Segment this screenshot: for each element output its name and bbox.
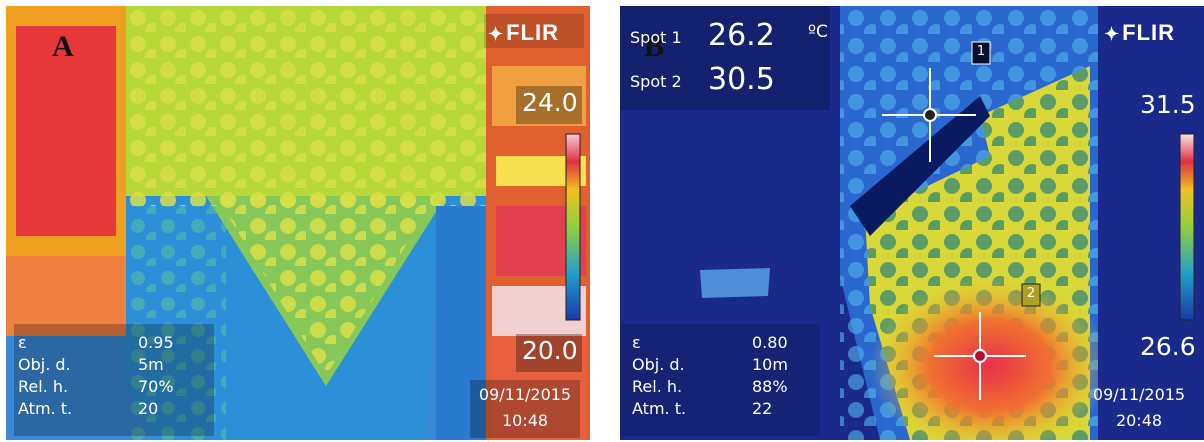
panel-letter-b: B	[644, 30, 665, 63]
spot-marker-1: 1	[976, 44, 986, 59]
flir-logo-icon: ✦FLIR	[1104, 20, 1175, 45]
param-label: Rel. h.	[18, 377, 69, 396]
param-row: Atm. t. 20	[18, 398, 174, 420]
scale-min-label: 26.6	[1140, 332, 1196, 361]
crosshair-icon	[882, 68, 976, 162]
spot2-label: Spot 2	[630, 72, 682, 91]
param-row: ε 0.95	[18, 332, 174, 354]
spot2-value: 30.5	[708, 62, 775, 97]
param-value: 0.80	[752, 333, 788, 352]
param-label: Atm. t.	[632, 399, 687, 418]
param-value: 5m	[138, 355, 164, 374]
param-label: Obj. d.	[632, 355, 685, 374]
param-row: ε 0.80	[632, 332, 788, 354]
spot1-label: Spot 1	[630, 28, 682, 47]
color-scale-bar-icon	[1179, 133, 1195, 321]
param-row: Rel. h. 88%	[632, 376, 788, 398]
param-row: Obj. d. 10m	[632, 354, 788, 376]
param-value: 88%	[752, 377, 788, 396]
param-value: 0.95	[138, 333, 174, 352]
timestamp-b: 09/11/2015 20:48	[1084, 382, 1194, 434]
thermal-scene-b	[620, 6, 1204, 440]
crosshair-icon	[934, 312, 1026, 400]
temperature-unit: ºC	[808, 22, 828, 42]
param-row: Rel. h. 70%	[18, 376, 174, 398]
time-label: 20:48	[1115, 411, 1163, 430]
param-label: Atm. t.	[18, 399, 73, 418]
thermal-image-a: A ✦FLIR 24.0 20.0 ε 0.95 Obj. d. 5m Rel. h…	[6, 6, 590, 440]
flir-brand-text: FLIR	[506, 20, 559, 45]
flir-brand-text: FLIR	[1122, 20, 1175, 45]
param-row: Obj. d. 5m	[18, 354, 174, 376]
param-row: Atm. t. 22	[632, 398, 788, 420]
date-label: 09/11/2015	[478, 385, 572, 404]
scale-max-label: 31.5	[1140, 90, 1196, 119]
flir-logo-icon: ✦FLIR	[488, 20, 559, 45]
param-value: 20	[138, 399, 159, 418]
camera-params-a: ε 0.95 Obj. d. 5m Rel. h. 70% Atm. t. 20	[18, 332, 174, 420]
color-scale-bar-icon	[565, 133, 581, 321]
thermal-image-b: B Spot 1 26.2 Spot 2 30.5 ºC 1 2 ✦FLIR 3…	[620, 6, 1204, 440]
time-label: 10:48	[501, 411, 549, 430]
panel-letter-a: A	[52, 30, 74, 63]
param-value: 22	[752, 399, 773, 418]
param-value: 70%	[138, 377, 174, 396]
scale-max-label: 24.0	[522, 88, 578, 117]
date-label: 09/11/2015	[1092, 385, 1186, 404]
param-label: Rel. h.	[632, 377, 683, 396]
param-value: 10m	[752, 355, 788, 374]
timestamp-a: 09/11/2015 10:48	[472, 382, 578, 434]
param-label: ε	[632, 333, 641, 352]
spot-marker-2: 2	[1026, 286, 1036, 301]
param-label: Obj. d.	[18, 355, 71, 374]
camera-params-b: ε 0.80 Obj. d. 10m Rel. h. 88% Atm. t. 22	[632, 332, 788, 420]
thermal-scene-a	[6, 6, 590, 440]
param-label: ε	[18, 333, 27, 352]
spot1-value: 26.2	[708, 18, 775, 53]
scale-min-label: 20.0	[522, 336, 578, 365]
